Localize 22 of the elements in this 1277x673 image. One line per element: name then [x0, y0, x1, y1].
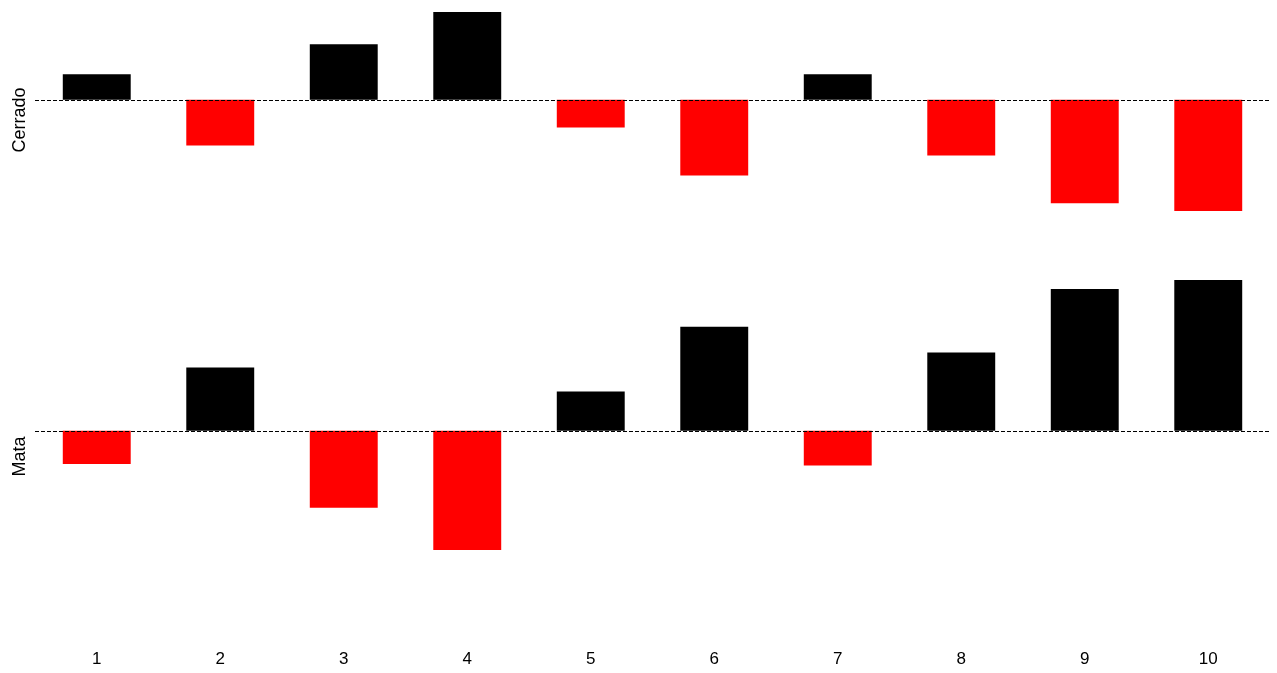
y-axis-title: Mata [9, 435, 29, 477]
x-tick-label: 6 [709, 649, 719, 668]
x-tick-label: 5 [586, 649, 596, 668]
bar [927, 99, 996, 156]
x-tick-label: 8 [956, 649, 966, 668]
x-tick-label: 10 [1198, 649, 1218, 668]
x-tick-label: 4 [462, 649, 472, 668]
bar [680, 99, 749, 176]
bar [1050, 99, 1119, 204]
bar [803, 430, 872, 466]
x-tick-label: 2 [215, 649, 225, 668]
x-tick-label: 9 [1080, 649, 1090, 668]
bar [1174, 99, 1243, 211]
bar [62, 430, 131, 465]
y-axis-title: Cerrado [9, 87, 29, 153]
bar [433, 430, 502, 550]
x-tick-label: 7 [833, 649, 843, 668]
bar [556, 99, 625, 128]
x-tick-label: 3 [339, 649, 349, 668]
bar [309, 430, 378, 508]
x-tick-label: 1 [92, 649, 102, 668]
bar [186, 99, 255, 146]
